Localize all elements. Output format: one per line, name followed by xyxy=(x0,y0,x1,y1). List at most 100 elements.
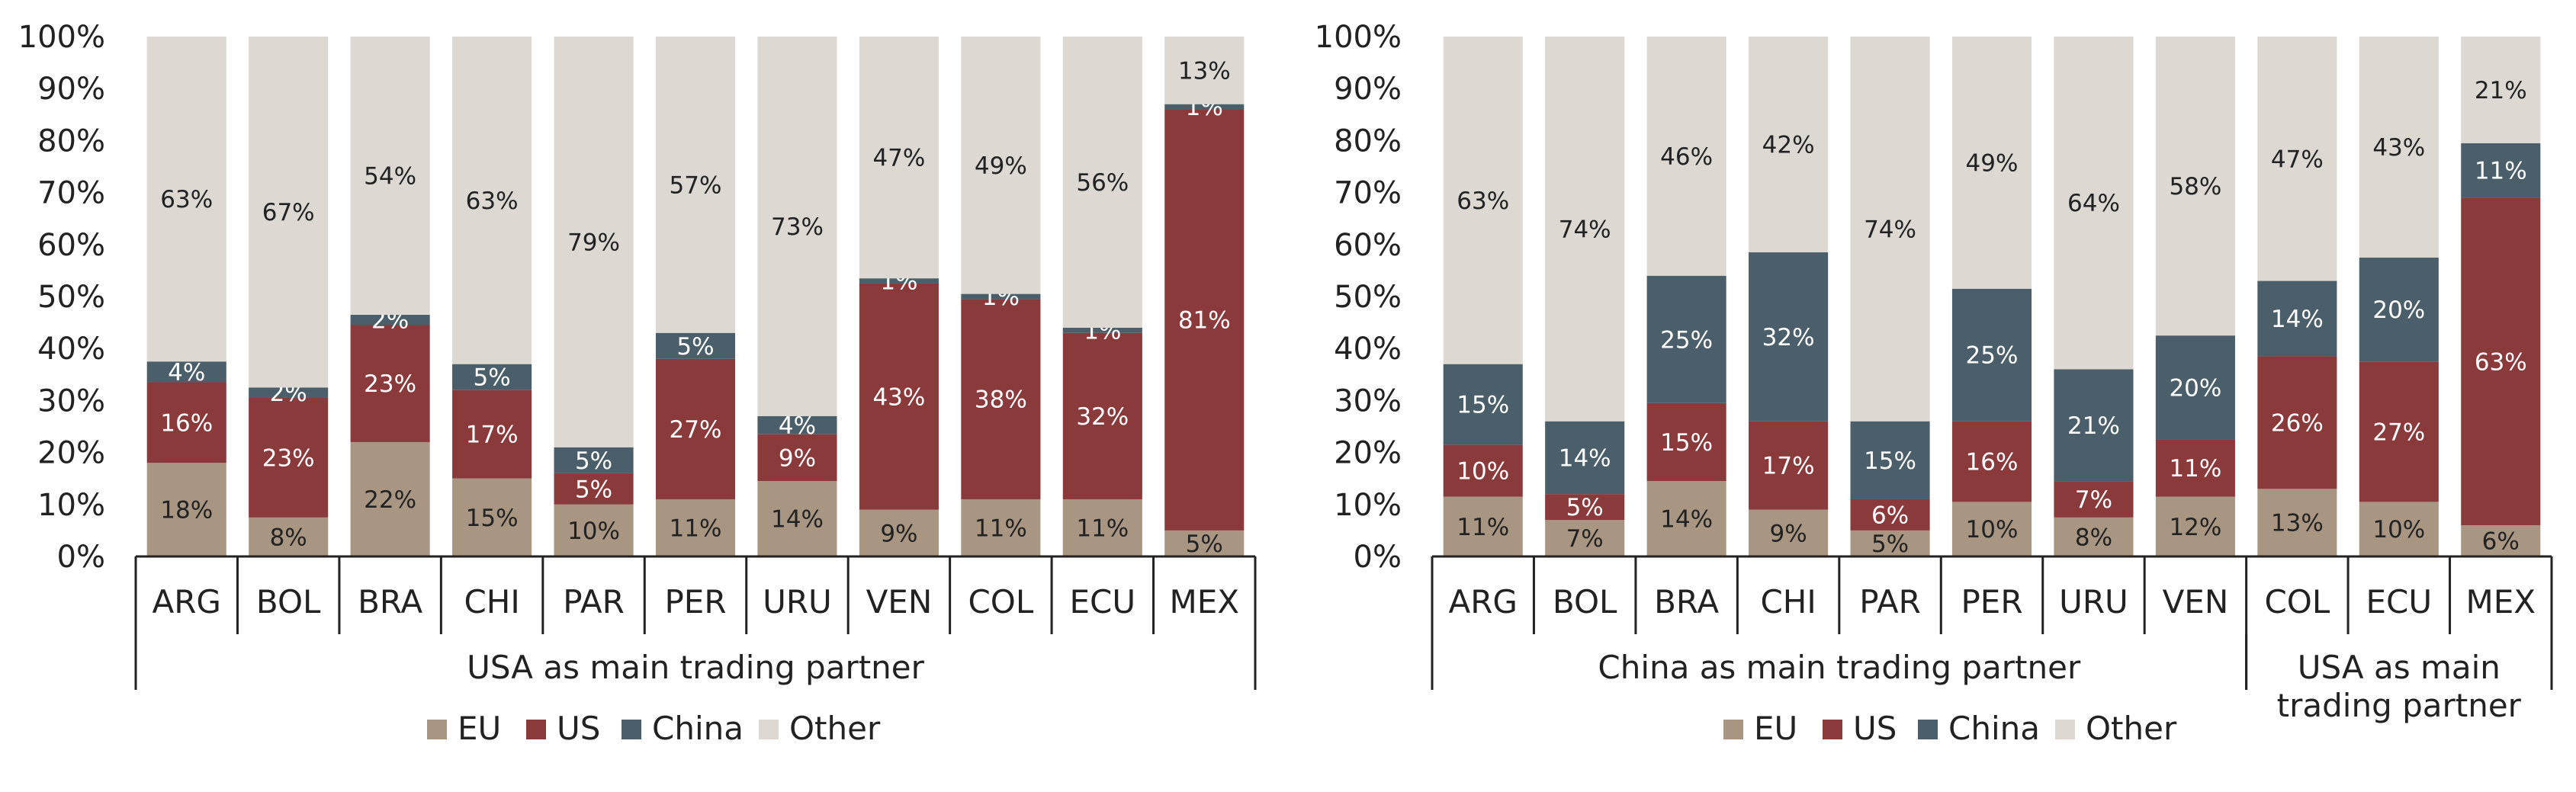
data-label: 63% xyxy=(1457,188,1509,215)
bar-segment-other xyxy=(1646,37,1726,276)
y-tick-label: 40% xyxy=(37,332,105,367)
y-tick-label: 70% xyxy=(37,176,105,211)
chart-panel-2: 0% 10% 20% 30% 40% 50% 60% 70% 80% 90% 100% 11% 10% 1… xyxy=(1315,20,2553,747)
bar-segment-eu xyxy=(961,499,1041,556)
data-label: 4% xyxy=(779,412,816,440)
bar-segment-eu xyxy=(1443,496,1523,556)
legend-swatch xyxy=(1823,720,1842,739)
data-label: 20% xyxy=(2169,374,2221,402)
data-label: 16% xyxy=(160,409,213,437)
data-label: 42% xyxy=(1762,132,1815,159)
bar-segment-other xyxy=(554,37,634,447)
data-label: 20% xyxy=(2372,297,2425,324)
bar-segment-eu xyxy=(1062,499,1142,556)
data-label: 22% xyxy=(364,486,416,514)
bar-segment-us xyxy=(350,325,430,442)
bar-segment-us xyxy=(757,434,837,482)
bar-segment-us xyxy=(1443,444,1523,497)
data-label: 43% xyxy=(872,383,925,411)
bar-segment-eu xyxy=(2054,517,2134,556)
data-label: 26% xyxy=(2271,409,2324,437)
legend-entry-eu: EU xyxy=(1723,710,1797,747)
bar-segment-china xyxy=(2155,335,2235,440)
legend-entry-china: China xyxy=(1918,710,2040,747)
data-label: 11% xyxy=(1076,515,1129,542)
bar-segment-other xyxy=(1443,37,1523,364)
data-label: 5% xyxy=(473,364,510,392)
data-label: 79% xyxy=(567,229,620,256)
category-label: URU xyxy=(2059,583,2128,620)
bar-segment-china xyxy=(757,415,837,434)
data-label: 43% xyxy=(2372,134,2425,162)
bar-segment-other xyxy=(961,37,1041,294)
legend-entry-us: US xyxy=(526,710,600,747)
bar-segment-eu xyxy=(554,504,634,556)
bar-segment-china xyxy=(961,293,1041,300)
bar-segment-china xyxy=(1545,421,1625,495)
category-label: COL xyxy=(2264,583,2330,620)
legend-entry-eu: EU xyxy=(427,710,501,747)
y-tick-label: 100% xyxy=(18,20,105,55)
data-label: 14% xyxy=(771,506,824,534)
bar-segment-china xyxy=(249,387,329,398)
data-label: 5% xyxy=(1871,531,1909,558)
category-label: VEN xyxy=(2163,583,2229,620)
y-tick-label: 80% xyxy=(37,123,105,159)
bar-segment-china xyxy=(2461,143,2541,198)
data-label: 5% xyxy=(1566,494,1604,521)
bar-segment-other xyxy=(2054,37,2134,370)
y-tick-label: 70% xyxy=(1334,176,1402,211)
data-label: 13% xyxy=(1178,57,1231,85)
bar-segment-other xyxy=(2257,37,2337,281)
data-label: 58% xyxy=(2169,173,2221,200)
data-label: 47% xyxy=(872,145,925,172)
bar-segment-eu xyxy=(249,517,329,556)
y-tick-label: 100% xyxy=(1315,20,1402,55)
bar-segment-china xyxy=(2359,257,2439,362)
data-label: 13% xyxy=(2271,510,2324,537)
data-label: 8% xyxy=(2075,524,2112,551)
category-label: BRA xyxy=(358,583,422,620)
y-tick-label: 90% xyxy=(37,72,105,107)
data-label: 11% xyxy=(975,515,1027,542)
data-label: 27% xyxy=(670,416,722,444)
bar-segment-other xyxy=(249,37,329,388)
data-label: 7% xyxy=(2075,486,2112,514)
data-label: 11% xyxy=(2169,455,2221,483)
bar-segment-other xyxy=(757,37,837,416)
bar-segment-china xyxy=(452,364,532,390)
bar-segment-us xyxy=(452,390,532,479)
bar-segment-china xyxy=(859,278,939,284)
category-label: ARG xyxy=(152,583,220,620)
legend-label: Other xyxy=(2086,710,2177,747)
y-tick-label: 40% xyxy=(1334,332,1402,367)
bar-segment-china xyxy=(1951,288,2032,422)
group-label: China as main trading partner xyxy=(1598,649,2081,686)
bar-segment-eu xyxy=(452,478,532,556)
data-label: 7% xyxy=(1566,525,1604,553)
bar-segment-eu xyxy=(1850,530,1930,556)
data-label: 8% xyxy=(270,524,307,551)
category-label: COL xyxy=(968,583,1033,620)
data-label: 67% xyxy=(262,199,315,226)
category-label: ECU xyxy=(1070,583,1136,620)
legend-label: China xyxy=(652,710,744,747)
y-tick-label: 30% xyxy=(37,383,105,418)
bar-segment-other xyxy=(859,37,939,279)
bar-segment-us xyxy=(1545,494,1625,521)
data-label: 9% xyxy=(1769,520,1807,547)
data-label: 32% xyxy=(1762,324,1815,351)
data-label: 81% xyxy=(1178,307,1231,335)
category-label: ARG xyxy=(1448,583,1517,620)
data-label: 74% xyxy=(1559,216,1611,243)
group-label: USA as main trading partner xyxy=(2277,649,2522,724)
bar-segment-china xyxy=(1062,327,1142,333)
data-label: 63% xyxy=(466,188,519,215)
data-label: 23% xyxy=(262,444,315,472)
category-label: BOL xyxy=(256,583,321,620)
data-label: 15% xyxy=(1660,429,1713,457)
bar-segment-eu xyxy=(655,499,736,556)
chart-panel-1: 0% 10% 20% 30% 40% 50% 60% 70% 80% 90% 100% 18% 16% 4… xyxy=(18,20,1257,747)
data-label: 5% xyxy=(575,447,612,475)
bar-segment-us xyxy=(1951,421,2032,502)
